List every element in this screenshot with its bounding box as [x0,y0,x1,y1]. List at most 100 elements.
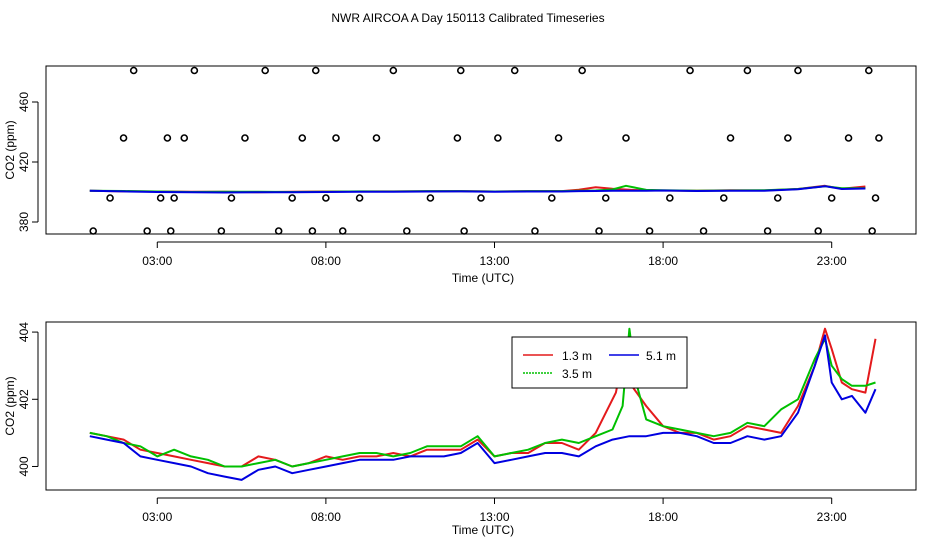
top-plot-frame [45,65,917,235]
calibration-point [477,194,485,202]
calibration-point [190,66,199,75]
calibration-point [456,66,465,75]
calibration-point [875,134,883,142]
calibration-point [864,66,873,75]
calibration-point [868,227,876,235]
y-tick-label: 404 [17,322,31,342]
calibration-point [494,134,502,142]
bottom-series-lines [89,327,877,481]
x-tick-label: 03:00 [142,254,172,268]
calibration-point [89,227,98,235]
bottom-y-axis: 400 402 404 [17,322,39,476]
calibration-point [308,227,317,235]
calibration-point [163,134,172,142]
top-calibration-points [89,66,883,235]
calibration-point [311,66,320,75]
series-line-1-3m [89,327,877,468]
x-tick-label: 08:00 [311,254,341,268]
calibration-point [548,194,556,202]
legend: 1.3 m 3.5 m 5.1 m [511,336,688,389]
calibration-point [763,227,772,235]
legend-box [511,336,688,389]
calibration-point [332,134,340,142]
calibration-point [784,134,792,142]
calibration-point [666,194,674,202]
calibration-point [578,66,586,75]
y-tick-label: 460 [17,92,31,112]
top-x-axis-label: Time (UTC) [452,271,514,285]
calibration-point [699,227,708,235]
bottom-x-axis-label: Time (UTC) [452,523,514,537]
x-tick-label: 18:00 [648,510,678,524]
calibration-point [460,227,468,235]
calibration-point [595,227,603,235]
calibration-point [773,194,782,202]
calibration-point [355,194,364,202]
calibration-point [166,227,175,235]
x-tick-label: 13:00 [479,510,509,524]
calibration-point [274,227,283,235]
calibration-point [554,134,563,142]
calibration-point [180,134,189,142]
legend-label-3-5m: 3.5 m [562,367,592,381]
calibration-point [288,194,296,202]
calibration-point [814,227,823,235]
calibration-point [227,194,236,202]
series-line-3-5m [89,327,876,468]
calibration-point [241,134,249,142]
x-tick-label: 08:00 [311,510,341,524]
calibration-point [726,134,735,142]
y-tick-label: 420 [17,152,31,172]
calibration-point [338,227,347,235]
calibration-point [298,134,307,142]
calibration-point [719,194,728,202]
calibration-point [372,134,381,142]
legend-label-5-1m: 5.1 m [646,349,676,363]
calibration-point [743,66,752,75]
calibration-point [426,194,435,202]
calibration-point [119,134,128,142]
calibration-point [106,194,114,202]
x-tick-label: 18:00 [648,254,678,268]
calibration-point [389,66,398,75]
x-tick-label: 13:00 [479,254,509,268]
calibration-point [453,134,462,142]
calibration-point [322,194,330,202]
legend-label-1-3m: 1.3 m [562,349,592,363]
calibration-point [827,194,836,202]
calibration-point [403,227,411,235]
y-tick-label: 402 [17,389,31,409]
calibration-point [510,66,519,75]
calibration-point [686,66,694,75]
series-line-5-1m [89,334,877,481]
x-tick-label: 03:00 [142,510,172,524]
calibration-point [601,194,610,202]
calibration-point [622,134,630,142]
top-series-lines [89,184,866,194]
calibration-point [871,194,880,202]
y-tick-label: 400 [17,456,31,476]
calibration-point [844,134,853,142]
bottom-panel: 03:00 08:00 13:00 18:00 23:00 400 402 404 Time… [3,321,917,537]
series-line-5-1m [89,185,866,194]
x-tick-label: 23:00 [817,510,847,524]
top-y-axis: 380 420 460 [17,92,39,232]
x-tick-label: 23:00 [817,254,847,268]
calibration-point [531,227,539,235]
calibration-point [261,66,269,75]
calibration-point [170,194,178,202]
calibration-point [129,66,138,75]
bottom-y-axis-label: CO2 (ppm) [3,376,17,435]
calibration-point [645,227,654,235]
calibration-point [794,66,802,75]
chart-title: NWR AIRCOA A Day 150113 Calibrated Times… [331,11,604,25]
bottom-x-axis: 03:00 08:00 13:00 18:00 23:00 [142,497,847,524]
calibration-point [156,194,165,202]
top-x-axis: 03:00 08:00 13:00 18:00 23:00 [142,241,847,268]
y-tick-label: 380 [17,212,31,232]
top-panel: 03:00 08:00 13:00 18:00 23:00 380 420 460 Time… [3,65,917,285]
top-y-axis-label: CO2 (ppm) [3,120,17,179]
calibration-point [217,227,226,235]
bottom-plot-frame [45,321,917,491]
